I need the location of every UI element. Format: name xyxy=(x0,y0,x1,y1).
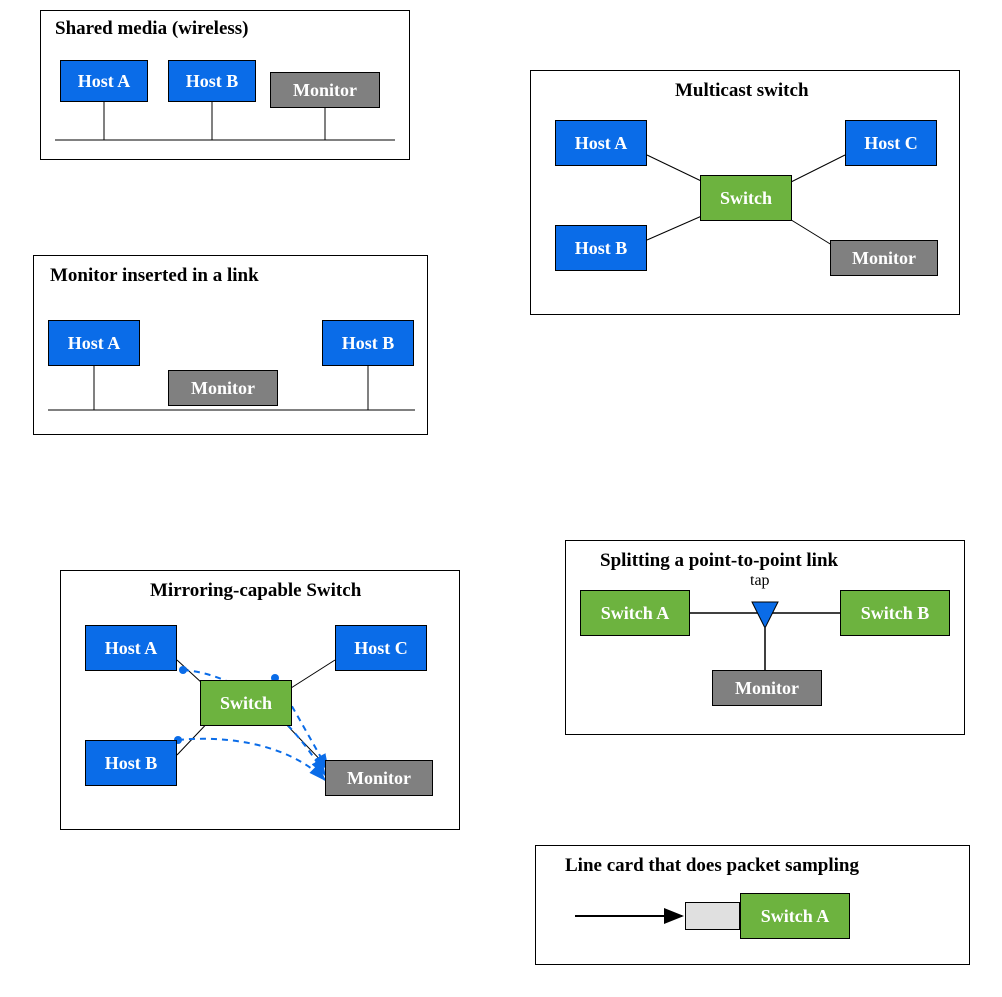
linecard-card xyxy=(685,902,740,930)
title-mirroring: Mirroring-capable Switch xyxy=(150,580,361,602)
title-shared-media: Shared media (wireless) xyxy=(55,18,249,40)
label-host-b: Host B xyxy=(575,238,628,259)
multicast-monitor: Monitor xyxy=(830,240,938,276)
shared-host-b: Host B xyxy=(168,60,256,102)
shared-host-a: Host A xyxy=(60,60,148,102)
title-multicast: Multicast switch xyxy=(675,80,809,102)
label-monitor: Monitor xyxy=(735,678,799,699)
multicast-host-a: Host A xyxy=(555,120,647,166)
label-host-a: Host A xyxy=(68,333,121,354)
label-host-b: Host B xyxy=(105,753,158,774)
title-inserted: Monitor inserted in a link xyxy=(50,265,259,287)
label-switch: Switch xyxy=(720,188,772,209)
label-host-a: Host A xyxy=(78,71,131,92)
label-switch-a: Switch A xyxy=(761,906,830,927)
multicast-host-b: Host B xyxy=(555,225,647,271)
tap-label: tap xyxy=(750,572,770,590)
label-switch: Switch xyxy=(220,693,272,714)
mirroring-monitor: Monitor xyxy=(325,760,433,796)
mirroring-switch: Switch xyxy=(200,680,292,726)
label-monitor: Monitor xyxy=(191,378,255,399)
shared-monitor: Monitor xyxy=(270,72,380,108)
label-monitor: Monitor xyxy=(293,80,357,101)
label-switch-a: Switch A xyxy=(601,603,670,624)
label-host-a: Host A xyxy=(105,638,158,659)
label-host-b: Host B xyxy=(186,71,239,92)
label-switch-b: Switch B xyxy=(861,603,930,624)
mirroring-host-b: Host B xyxy=(85,740,177,786)
label-monitor: Monitor xyxy=(852,248,916,269)
splitting-switch-b: Switch B xyxy=(840,590,950,636)
label-host-c: Host C xyxy=(354,638,408,659)
inserted-host-a: Host A xyxy=(48,320,140,366)
mirroring-host-a: Host A xyxy=(85,625,177,671)
inserted-monitor: Monitor xyxy=(168,370,278,406)
label-host-b: Host B xyxy=(342,333,395,354)
splitting-monitor: Monitor xyxy=(712,670,822,706)
label-monitor: Monitor xyxy=(347,768,411,789)
label-host-c: Host C xyxy=(864,133,918,154)
mirroring-host-c: Host C xyxy=(335,625,427,671)
splitting-switch-a: Switch A xyxy=(580,590,690,636)
title-splitting: Splitting a point-to-point link xyxy=(600,550,838,572)
title-linecard: Line card that does packet sampling xyxy=(565,855,859,877)
inserted-host-b: Host B xyxy=(322,320,414,366)
multicast-host-c: Host C xyxy=(845,120,937,166)
linecard-switch-a: Switch A xyxy=(740,893,850,939)
label-host-a: Host A xyxy=(575,133,628,154)
multicast-switch: Switch xyxy=(700,175,792,221)
